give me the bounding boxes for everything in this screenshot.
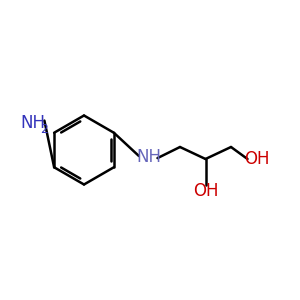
Text: NH: NH [136,148,161,166]
Text: OH: OH [244,150,269,168]
Text: OH: OH [193,182,218,200]
Text: NH: NH [20,114,45,132]
Text: 2: 2 [40,122,48,136]
